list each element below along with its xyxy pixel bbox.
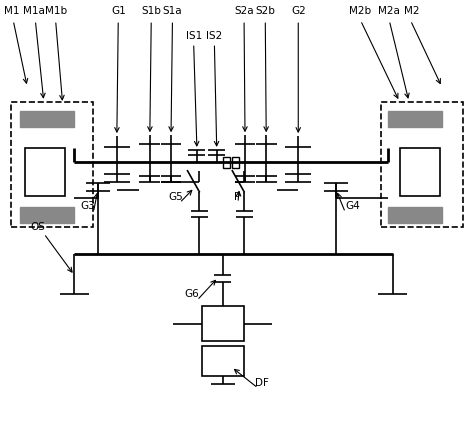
Text: DF: DF xyxy=(255,378,268,388)
Bar xyxy=(232,157,238,168)
Text: M2: M2 xyxy=(403,6,419,16)
Bar xyxy=(400,148,439,196)
Text: M1a: M1a xyxy=(23,6,46,16)
Text: M2a: M2a xyxy=(378,6,400,16)
Bar xyxy=(25,148,65,196)
Text: G3: G3 xyxy=(80,201,95,211)
Text: S1a: S1a xyxy=(163,6,182,16)
Text: M1b: M1b xyxy=(45,6,67,16)
Text: IS1: IS1 xyxy=(185,31,202,41)
Bar xyxy=(201,306,244,341)
Text: S1b: S1b xyxy=(141,6,161,16)
Bar xyxy=(223,157,230,168)
Bar xyxy=(381,102,463,227)
Bar xyxy=(388,207,442,223)
Text: IS2: IS2 xyxy=(206,31,222,41)
Text: S2a: S2a xyxy=(234,6,254,16)
Text: M2b: M2b xyxy=(349,6,372,16)
Text: G2: G2 xyxy=(291,6,306,16)
Text: OS: OS xyxy=(31,222,46,232)
Text: P: P xyxy=(234,192,240,202)
Bar xyxy=(20,111,74,127)
Bar xyxy=(11,102,93,227)
Bar xyxy=(201,346,244,376)
Text: G6: G6 xyxy=(185,289,200,299)
Text: G4: G4 xyxy=(345,201,360,211)
Text: G1: G1 xyxy=(111,6,126,16)
Bar xyxy=(20,207,74,223)
Bar xyxy=(388,111,442,127)
Text: M1: M1 xyxy=(4,6,19,16)
Text: G5: G5 xyxy=(168,192,183,202)
Text: S2b: S2b xyxy=(255,6,275,16)
